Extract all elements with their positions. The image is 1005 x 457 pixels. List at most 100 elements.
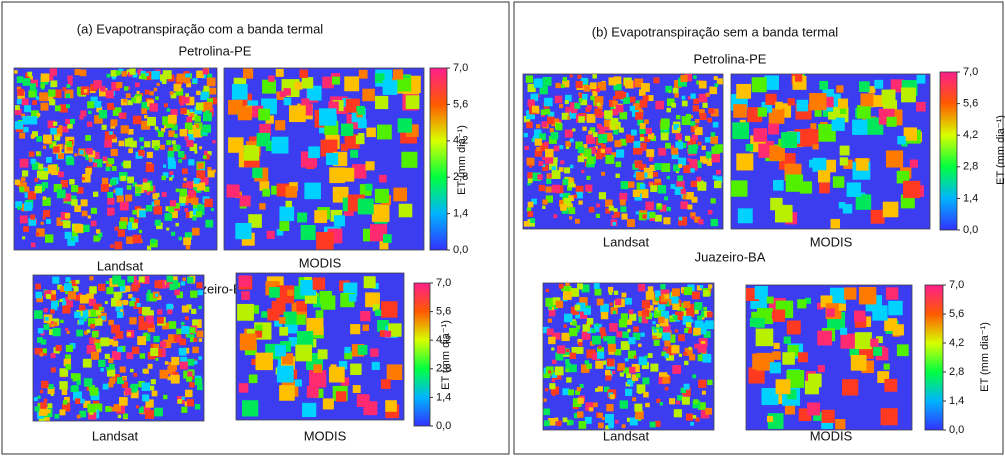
map-pixel	[687, 158, 691, 162]
map-pixel	[338, 360, 348, 370]
map-pixel	[86, 147, 93, 155]
map-pixel	[687, 204, 693, 210]
map-pixel	[569, 420, 574, 425]
map-pixel	[29, 83, 36, 90]
map-pixel	[171, 174, 175, 179]
map-pixel	[313, 296, 324, 308]
map-pixel	[197, 204, 205, 212]
map-pixel	[279, 206, 295, 222]
map-pixel	[300, 279, 316, 296]
map-pixel	[618, 319, 628, 328]
map-pixel	[93, 191, 99, 197]
map-pixel	[551, 166, 556, 171]
map-pixel	[648, 305, 654, 311]
map-pixel	[625, 358, 629, 362]
map-pixel	[631, 374, 639, 381]
map-pixel	[564, 129, 573, 138]
map-pixel	[82, 173, 91, 183]
map-pixel	[145, 204, 153, 212]
map-pixel	[683, 301, 691, 309]
map-pixel	[708, 157, 714, 163]
map-pixel	[181, 321, 185, 326]
map-pixel	[279, 326, 289, 336]
map-pixel	[625, 297, 632, 305]
map-pixel	[658, 376, 666, 385]
map-pixel	[130, 368, 134, 373]
map-pixel	[694, 127, 703, 136]
map-pixel	[161, 128, 166, 133]
map-pixel	[881, 89, 896, 104]
map-pixel	[371, 361, 380, 371]
map-pixel	[542, 199, 548, 205]
map-pixel	[576, 329, 580, 333]
map-pixel	[193, 360, 198, 365]
map-pixel	[563, 198, 572, 206]
map-pixel	[331, 76, 340, 85]
map-pixel	[140, 73, 147, 80]
map-pixel	[88, 298, 96, 306]
map-pixel	[592, 352, 600, 361]
map-pixel	[613, 208, 618, 213]
map-pixel	[60, 286, 66, 292]
map-pixel	[79, 410, 87, 418]
map-pixel	[669, 317, 674, 323]
map-pixel	[350, 149, 359, 158]
map-pixel	[582, 126, 587, 131]
map-pixel	[48, 89, 56, 97]
map-pixel	[376, 124, 392, 140]
map-pixel	[704, 320, 714, 330]
map-pixel	[127, 128, 134, 135]
map-pixel	[63, 283, 72, 292]
map-pixel	[562, 347, 570, 355]
map-pixel	[809, 92, 827, 111]
map-pixel	[696, 285, 703, 291]
map-pixel	[36, 228, 45, 237]
map-pixel	[246, 329, 255, 337]
map-pixel	[592, 335, 601, 345]
map-pixel	[635, 171, 645, 181]
map-pixel	[111, 324, 120, 334]
map-pixel	[62, 305, 71, 314]
map-pixel	[209, 87, 217, 95]
map-pixel	[207, 151, 212, 156]
map-pixel	[769, 145, 785, 161]
map-pixel	[44, 316, 49, 321]
map-pixel	[196, 330, 204, 338]
map-pixel	[639, 123, 646, 129]
map-pixel	[255, 352, 273, 371]
map-pixel	[261, 311, 268, 318]
map-pixel	[775, 379, 791, 395]
map-pixel	[383, 234, 392, 243]
map-pixel	[639, 133, 645, 138]
map-pixel	[610, 117, 619, 126]
map-pixel	[248, 374, 258, 384]
map-pixel	[689, 354, 696, 361]
map-pixel	[594, 96, 604, 106]
map-pixel	[239, 195, 251, 207]
map-pixel	[111, 106, 115, 110]
map-pixel	[71, 185, 79, 193]
map-pixel	[661, 163, 671, 173]
map-pixel	[548, 111, 555, 119]
map-pixel	[116, 81, 123, 89]
map-pixel	[279, 91, 286, 98]
colorbar-tick-label: 4,2	[949, 337, 964, 349]
map-pixel	[78, 292, 82, 297]
map-pixel	[256, 132, 271, 147]
map-pixel	[271, 300, 286, 315]
map-pixel	[104, 139, 113, 148]
colorbar-tick-label: 4,2	[436, 334, 451, 346]
map-pixel	[605, 199, 613, 207]
map-pixel	[41, 182, 49, 189]
map-pixel	[838, 303, 846, 311]
map-pixel	[548, 418, 556, 426]
map-pixel	[181, 326, 190, 334]
map-pixel	[541, 121, 548, 128]
map-pixel	[70, 118, 76, 124]
map-pixel	[405, 95, 420, 109]
map-pixel	[199, 146, 203, 150]
map-pixel	[237, 303, 254, 321]
map-pixel	[46, 319, 55, 328]
map-pixel	[111, 134, 116, 139]
map-pixel	[664, 340, 671, 347]
